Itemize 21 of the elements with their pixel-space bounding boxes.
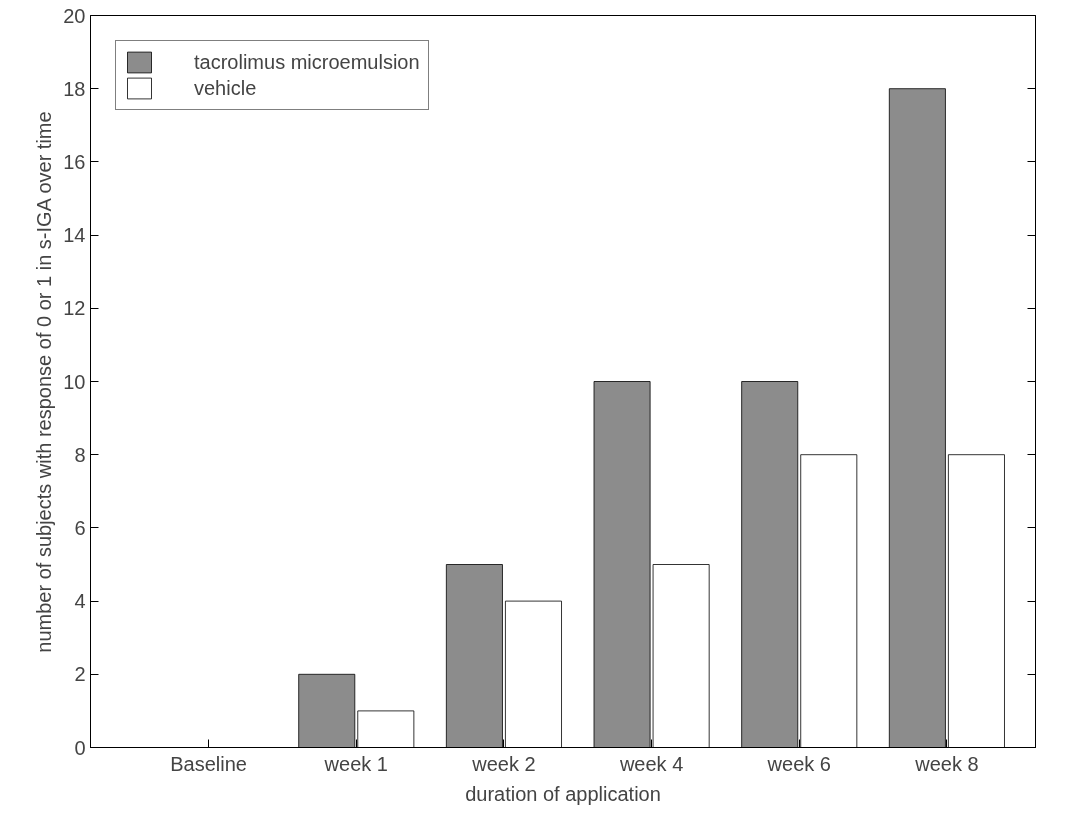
y-tick-label: 6 [74, 516, 86, 539]
x-tick-label: Baseline [170, 752, 247, 775]
y-tick-label: 16 [63, 150, 86, 173]
y-tick-label: 2 [74, 663, 86, 686]
x-tick-label: week 1 [323, 752, 388, 775]
x-axis-title: duration of application [465, 782, 661, 805]
x-tick-label: week 8 [914, 752, 979, 775]
legend-label: tacrolimus microemulsion [194, 50, 420, 74]
legend-label: vehicle [194, 76, 257, 100]
y-tick-label: 0 [74, 736, 86, 759]
x-tick-label: week 2 [471, 752, 536, 775]
y-tick-label: 4 [74, 590, 86, 613]
x-tick-label: week 4 [618, 752, 684, 775]
x-tick-label: week 6 [766, 752, 831, 775]
y-tick-label: 8 [74, 443, 86, 466]
y-tick-label: 12 [63, 297, 86, 320]
y-tick-label: 18 [63, 77, 86, 100]
y-tick-label: 20 [63, 4, 86, 27]
y-tick-label: 14 [63, 224, 86, 247]
y-axis-title: number of subjects with response of 0 or 1 in s-IGA over time [33, 111, 56, 653]
y-tick-label: 10 [63, 370, 86, 393]
